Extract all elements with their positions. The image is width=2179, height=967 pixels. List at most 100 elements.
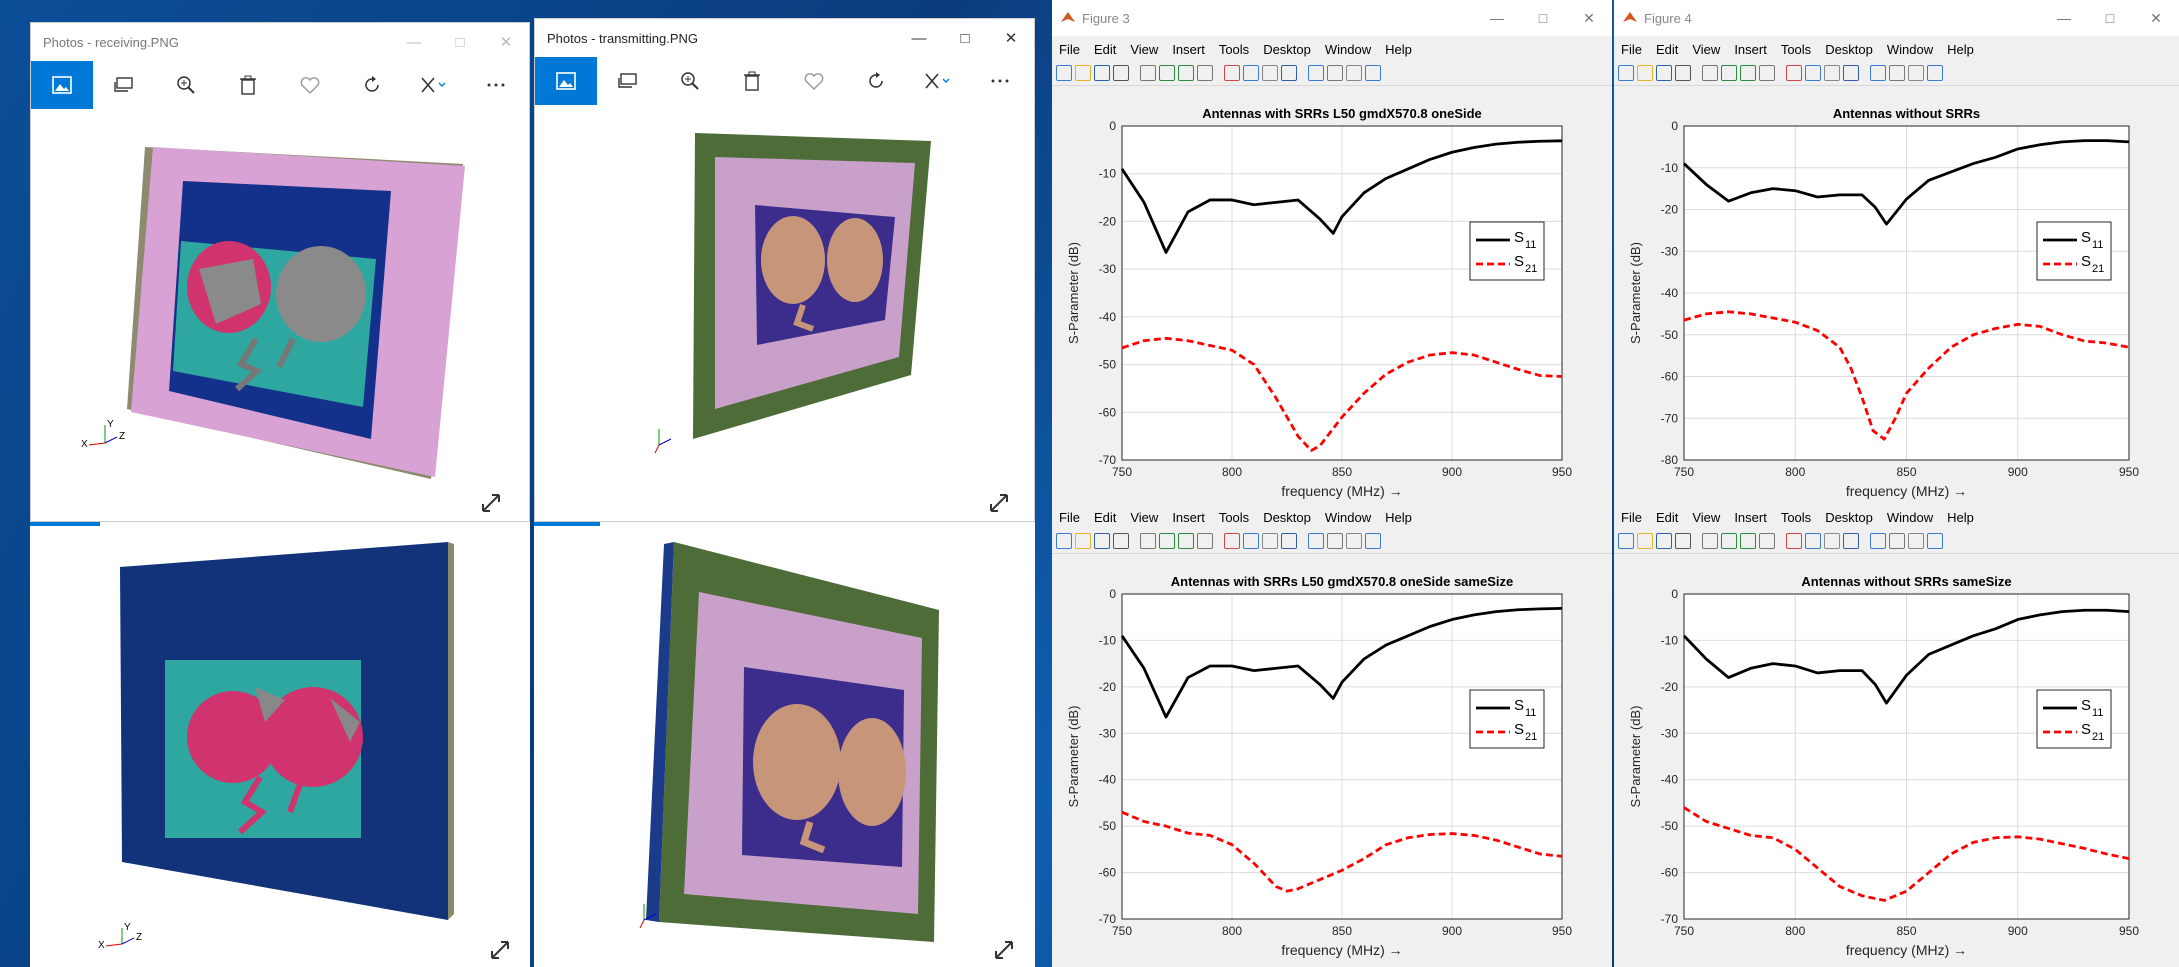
legend-icon[interactable] bbox=[1889, 532, 1905, 549]
show-plot-tools-icon[interactable] bbox=[1927, 64, 1943, 81]
menu-view[interactable]: View bbox=[1130, 41, 1159, 57]
menu-view[interactable]: View bbox=[1692, 509, 1721, 525]
menu-edit[interactable]: Edit bbox=[1093, 509, 1117, 525]
fullscreen-icon[interactable] bbox=[479, 491, 503, 515]
hide-plot-tools-icon[interactable] bbox=[1346, 532, 1362, 549]
link-icon[interactable] bbox=[1281, 532, 1297, 549]
menu-file[interactable]: File bbox=[1059, 509, 1080, 525]
zoom-in-icon[interactable] bbox=[1159, 64, 1175, 81]
image-icon[interactable] bbox=[31, 61, 93, 109]
image-icon[interactable] bbox=[535, 57, 597, 105]
colorbar-icon[interactable] bbox=[1870, 64, 1886, 81]
pan-icon[interactable] bbox=[1759, 64, 1775, 81]
pointer-icon[interactable] bbox=[1140, 64, 1156, 81]
rotate-icon[interactable] bbox=[1786, 64, 1802, 81]
fullscreen-icon[interactable] bbox=[987, 491, 1011, 515]
more-icon[interactable] bbox=[465, 61, 527, 109]
menu-insert[interactable]: Insert bbox=[1172, 509, 1205, 525]
rotate-icon[interactable] bbox=[1786, 532, 1802, 549]
show-plot-tools-icon[interactable] bbox=[1365, 64, 1381, 81]
open-icon[interactable] bbox=[1075, 532, 1091, 549]
print-icon[interactable] bbox=[1675, 64, 1691, 81]
maximize-button[interactable]: □ bbox=[2105, 10, 2115, 26]
legend-icon[interactable] bbox=[1327, 64, 1343, 81]
brush-icon[interactable] bbox=[1824, 532, 1840, 549]
fullscreen-icon[interactable] bbox=[992, 938, 1016, 962]
menu-view[interactable]: View bbox=[1130, 509, 1159, 525]
zoom-in-icon[interactable] bbox=[1721, 532, 1737, 549]
data-cursor-icon[interactable] bbox=[1805, 532, 1821, 549]
minimize-button[interactable]: — bbox=[406, 33, 422, 51]
menu-help[interactable]: Help bbox=[1385, 509, 1412, 525]
print-icon[interactable] bbox=[1675, 532, 1691, 549]
maximize-button[interactable]: □ bbox=[1538, 10, 1548, 26]
menu-desktop[interactable]: Desktop bbox=[1825, 41, 1873, 57]
print-icon[interactable] bbox=[1113, 532, 1129, 549]
edit-icon[interactable] bbox=[403, 61, 465, 109]
brush-icon[interactable] bbox=[1262, 64, 1278, 81]
colorbar-icon[interactable] bbox=[1870, 532, 1886, 549]
pointer-icon[interactable] bbox=[1702, 64, 1718, 81]
hide-plot-tools-icon[interactable] bbox=[1908, 532, 1924, 549]
data-cursor-icon[interactable] bbox=[1243, 64, 1259, 81]
new-figure-icon[interactable] bbox=[1056, 532, 1072, 549]
fullscreen-icon[interactable] bbox=[488, 938, 512, 962]
favorite-icon[interactable] bbox=[783, 57, 845, 105]
menu-tools[interactable]: Tools bbox=[1218, 41, 1250, 57]
close-button[interactable]: ✕ bbox=[1004, 30, 1018, 47]
slideshow-icon[interactable] bbox=[93, 61, 155, 109]
print-icon[interactable] bbox=[1113, 64, 1129, 81]
zoom-out-icon[interactable] bbox=[1740, 64, 1756, 81]
zoom-out-icon[interactable] bbox=[1178, 64, 1194, 81]
legend-icon[interactable] bbox=[1327, 532, 1343, 549]
close-button[interactable]: ✕ bbox=[1583, 9, 1595, 26]
menu-desktop[interactable]: Desktop bbox=[1263, 509, 1311, 525]
menu-insert[interactable]: Insert bbox=[1734, 509, 1767, 525]
zoom-out-icon[interactable] bbox=[1740, 532, 1756, 549]
pan-icon[interactable] bbox=[1197, 532, 1213, 549]
save-icon[interactable] bbox=[1094, 64, 1110, 81]
save-icon[interactable] bbox=[1094, 532, 1110, 549]
save-icon[interactable] bbox=[1656, 532, 1672, 549]
menu-edit[interactable]: Edit bbox=[1655, 41, 1679, 57]
menu-insert[interactable]: Insert bbox=[1734, 41, 1767, 57]
menu-tools[interactable]: Tools bbox=[1218, 509, 1250, 525]
zoom-icon[interactable] bbox=[155, 61, 217, 109]
hide-plot-tools-icon[interactable] bbox=[1908, 64, 1924, 81]
save-icon[interactable] bbox=[1656, 64, 1672, 81]
minimize-button[interactable]: — bbox=[1490, 10, 1504, 26]
open-icon[interactable] bbox=[1637, 64, 1653, 81]
delete-icon[interactable] bbox=[217, 61, 279, 109]
zoom-in-icon[interactable] bbox=[1721, 64, 1737, 81]
zoom-icon[interactable] bbox=[659, 57, 721, 105]
edit-icon[interactable] bbox=[907, 57, 969, 105]
menu-tools[interactable]: Tools bbox=[1780, 41, 1812, 57]
pan-icon[interactable] bbox=[1197, 64, 1213, 81]
rotate-icon[interactable] bbox=[341, 61, 403, 109]
menu-help[interactable]: Help bbox=[1947, 509, 1974, 525]
delete-icon[interactable] bbox=[721, 57, 783, 105]
colorbar-icon[interactable] bbox=[1308, 64, 1324, 81]
menu-insert[interactable]: Insert bbox=[1172, 41, 1205, 57]
zoom-out-icon[interactable] bbox=[1178, 532, 1194, 549]
pan-icon[interactable] bbox=[1759, 532, 1775, 549]
more-icon[interactable] bbox=[969, 57, 1031, 105]
favorite-icon[interactable] bbox=[279, 61, 341, 109]
show-plot-tools-icon[interactable] bbox=[1927, 532, 1943, 549]
rotate-icon[interactable] bbox=[1224, 64, 1240, 81]
colorbar-icon[interactable] bbox=[1308, 532, 1324, 549]
rotate-icon[interactable] bbox=[1224, 532, 1240, 549]
close-button[interactable]: ✕ bbox=[499, 34, 513, 51]
menu-tools[interactable]: Tools bbox=[1780, 509, 1812, 525]
new-figure-icon[interactable] bbox=[1618, 64, 1634, 81]
legend-icon[interactable] bbox=[1889, 64, 1905, 81]
brush-icon[interactable] bbox=[1824, 64, 1840, 81]
menu-file[interactable]: File bbox=[1621, 509, 1642, 525]
pointer-icon[interactable] bbox=[1140, 532, 1156, 549]
maximize-button[interactable]: □ bbox=[455, 33, 465, 51]
menu-window[interactable]: Window bbox=[1324, 509, 1372, 525]
brush-icon[interactable] bbox=[1262, 532, 1278, 549]
new-figure-icon[interactable] bbox=[1056, 64, 1072, 81]
data-cursor-icon[interactable] bbox=[1243, 532, 1259, 549]
data-cursor-icon[interactable] bbox=[1805, 64, 1821, 81]
